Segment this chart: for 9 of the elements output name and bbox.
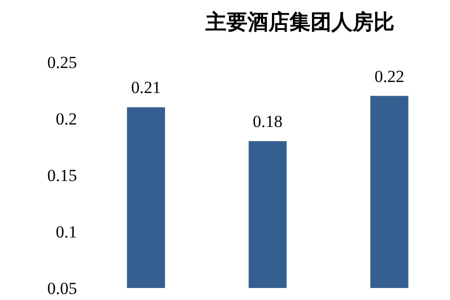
y-tick-label: 0.1 <box>56 222 77 242</box>
data-label: 0.22 <box>374 66 404 86</box>
y-tick-label: 0.2 <box>56 110 77 129</box>
chart-title: 主要酒店集团人房比 <box>204 9 396 36</box>
data-label: 0.21 <box>131 78 161 98</box>
y-tick-label: 0.15 <box>47 166 77 186</box>
y-tick-label: 0.05 <box>47 279 77 298</box>
data-label: 0.18 <box>252 112 283 132</box>
y-tick-label: 0.25 <box>47 53 77 72</box>
